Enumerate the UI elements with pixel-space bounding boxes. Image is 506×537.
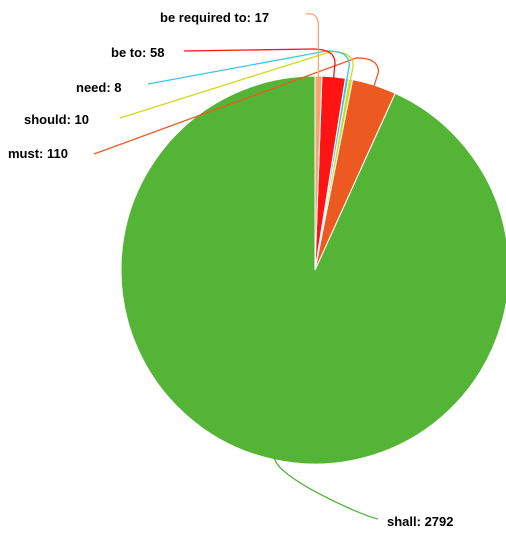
- data-label-shall: shall: 2792: [387, 514, 454, 529]
- leader-line-be-to: [183, 48, 336, 79]
- leader-line-must: [93, 57, 380, 155]
- label-leader-lines: [93, 13, 380, 520]
- pie-slice-shall: [120, 75, 506, 465]
- data-label-should: should: 10: [24, 112, 89, 127]
- data-labels: shall: 2792 must: 110 should: 10 need: 8…: [8, 10, 454, 529]
- leader-line-be-required-to: [305, 13, 320, 78]
- pie-slices: [120, 75, 506, 465]
- data-label-need: need: 8: [76, 80, 122, 95]
- data-label-be-to: be to: 58: [111, 45, 164, 60]
- data-label-be-required-to: be required to: 17: [160, 10, 269, 25]
- leader-line-shall: [273, 457, 379, 520]
- data-label-must: must: 110: [8, 146, 68, 161]
